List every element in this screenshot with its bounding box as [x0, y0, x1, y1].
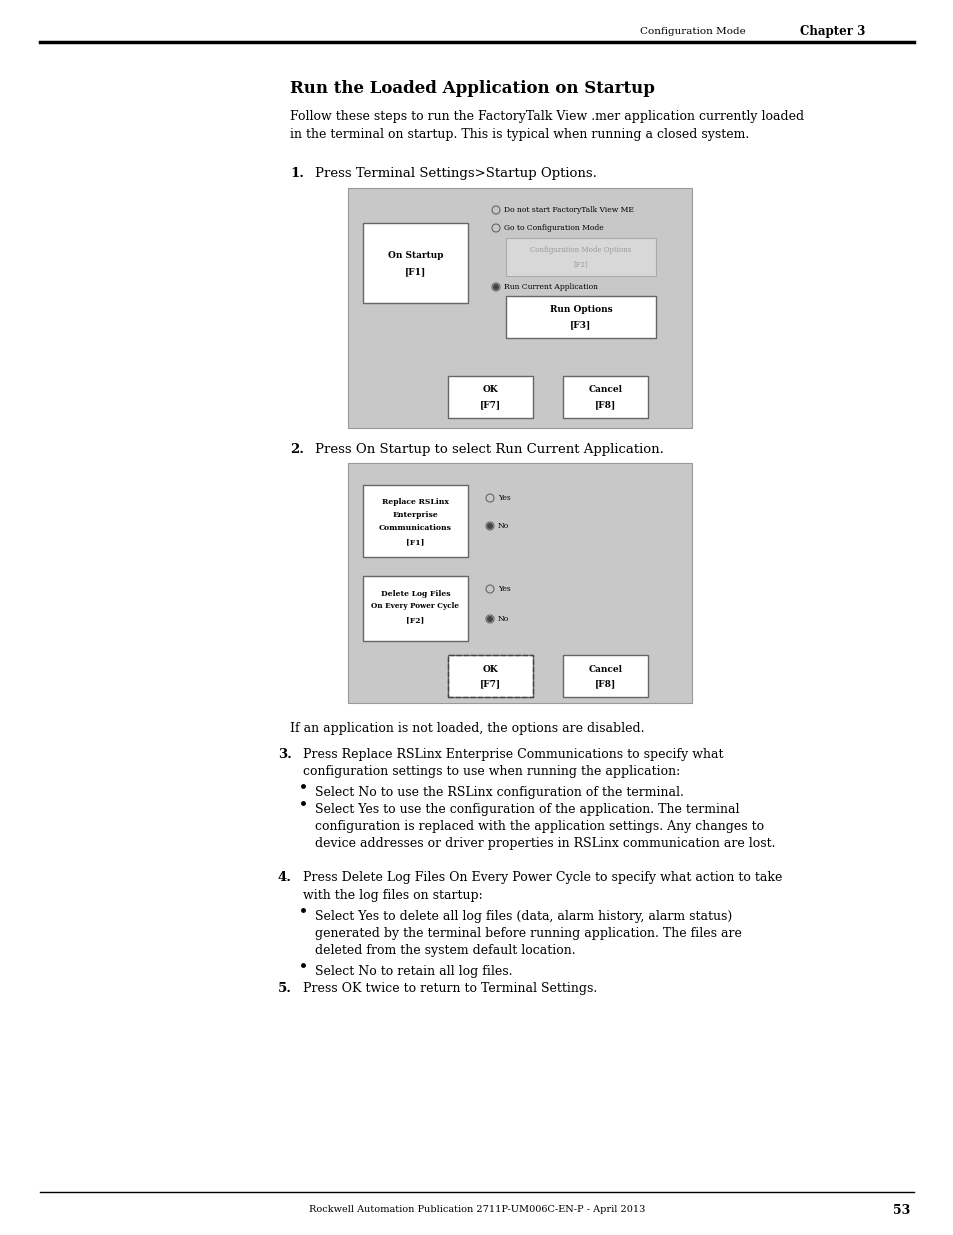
Text: 53: 53 — [892, 1203, 909, 1216]
Circle shape — [493, 284, 498, 289]
Text: Communications: Communications — [378, 524, 452, 532]
Text: [F1]: [F1] — [404, 268, 426, 277]
Bar — [505, 296, 656, 338]
Text: [F8]: [F8] — [595, 679, 616, 688]
Text: Follow these steps to run the FactoryTalk View .mer application currently loaded: Follow these steps to run the FactoryTal… — [290, 110, 803, 141]
Bar — [448, 655, 533, 697]
Text: No: No — [497, 522, 509, 530]
Text: Select Yes to delete all log files (data, alarm history, alarm status)
generated: Select Yes to delete all log files (data… — [314, 910, 741, 957]
Text: Press Terminal Settings>Startup Options.: Press Terminal Settings>Startup Options. — [314, 167, 597, 180]
Text: Configuration Mode Options: Configuration Mode Options — [530, 246, 631, 254]
Text: [F3]: [F3] — [570, 321, 591, 330]
Text: [F2]: [F2] — [406, 616, 424, 625]
Text: Press Replace RSLinx Enterprise Communications to specify what
configuration set: Press Replace RSLinx Enterprise Communic… — [303, 748, 722, 778]
Text: Configuration Mode: Configuration Mode — [639, 27, 745, 37]
Text: Go to Configuration Mode: Go to Configuration Mode — [503, 224, 603, 232]
Text: 1.: 1. — [290, 167, 304, 180]
Text: [F7]: [F7] — [479, 679, 500, 688]
Bar — [448, 655, 533, 697]
Text: Select No to retain all log files.: Select No to retain all log files. — [314, 965, 512, 978]
Text: 4.: 4. — [277, 871, 292, 884]
Text: Yes: Yes — [497, 585, 510, 593]
Text: [F1]: [F1] — [406, 538, 424, 546]
Circle shape — [487, 524, 492, 529]
Bar — [363, 485, 468, 557]
Bar — [363, 576, 468, 641]
Text: Run Options: Run Options — [549, 305, 612, 315]
Text: Enterprise: Enterprise — [393, 511, 438, 519]
Bar — [348, 463, 691, 703]
Text: Select No to use the RSLinx configuration of the terminal.: Select No to use the RSLinx configuratio… — [314, 785, 683, 799]
Text: Do not start FactoryTalk View ME: Do not start FactoryTalk View ME — [503, 206, 633, 214]
Text: [F2]: [F2] — [573, 261, 588, 268]
Text: Press Delete Log Files On Every Power Cycle to specify what action to take
with : Press Delete Log Files On Every Power Cy… — [303, 871, 781, 902]
Text: On Startup: On Startup — [387, 252, 443, 261]
Text: 2.: 2. — [290, 443, 304, 456]
Text: Press On Startup to select Run Current Application.: Press On Startup to select Run Current A… — [314, 443, 663, 456]
Text: OK: OK — [482, 385, 497, 394]
Text: Select Yes to use the configuration of the application. The terminal
configurati: Select Yes to use the configuration of t… — [314, 803, 775, 850]
Text: Press OK twice to return to Terminal Settings.: Press OK twice to return to Terminal Set… — [303, 982, 597, 995]
Text: Cancel: Cancel — [588, 385, 622, 394]
Bar — [562, 375, 647, 417]
Bar — [363, 224, 468, 303]
Text: Yes: Yes — [497, 494, 510, 501]
Text: Run the Loaded Application on Startup: Run the Loaded Application on Startup — [290, 80, 654, 98]
Circle shape — [487, 616, 492, 621]
Bar — [505, 238, 656, 275]
Bar — [448, 375, 533, 417]
Text: 3.: 3. — [277, 748, 292, 761]
Text: [F7]: [F7] — [479, 400, 500, 410]
Text: Rockwell Automation Publication 2711P-UM006C-EN-P - April 2013: Rockwell Automation Publication 2711P-UM… — [309, 1205, 644, 1214]
Text: Run Current Application: Run Current Application — [503, 283, 598, 291]
Bar — [348, 188, 691, 429]
Text: No: No — [497, 615, 509, 622]
Text: Cancel: Cancel — [588, 664, 622, 673]
Text: If an application is not loaded, the options are disabled.: If an application is not loaded, the opt… — [290, 722, 644, 735]
Text: On Every Power Cycle: On Every Power Cycle — [371, 603, 459, 610]
Text: [F8]: [F8] — [595, 400, 616, 410]
Text: Replace RSLinx: Replace RSLinx — [381, 498, 449, 506]
Text: Chapter 3: Chapter 3 — [800, 26, 864, 38]
Text: 5.: 5. — [277, 982, 292, 995]
Text: OK: OK — [482, 664, 497, 673]
Text: Delete Log Files: Delete Log Files — [380, 589, 450, 598]
Bar — [562, 655, 647, 697]
